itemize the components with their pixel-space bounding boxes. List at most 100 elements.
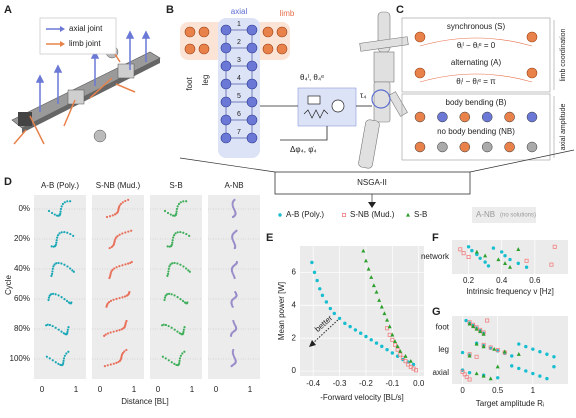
axial-node	[246, 42, 258, 54]
trajectory-dot	[113, 213, 117, 216]
trajectory-dot	[123, 350, 126, 353]
trajectory-dot	[162, 323, 165, 326]
axial-node	[220, 114, 232, 126]
point	[488, 376, 493, 381]
trajectory-dot	[167, 292, 171, 295]
x-tick-label: 1	[74, 385, 79, 394]
y-tick-label: foot	[436, 322, 450, 331]
point	[474, 249, 479, 254]
trajectory-dot	[70, 301, 73, 304]
side-label: axial amplitude	[560, 104, 567, 151]
robot-illustration	[11, 17, 161, 145]
cell-background	[34, 195, 86, 379]
x-tick-label: 0.6	[529, 276, 541, 285]
y-tick-label: network	[421, 252, 450, 261]
trajectory-dot	[46, 323, 49, 326]
trajectory-dot	[169, 263, 172, 266]
point	[380, 344, 384, 349]
trajectory-dot	[182, 200, 185, 203]
axial-node	[220, 24, 232, 36]
node	[481, 111, 493, 123]
limb-node	[414, 31, 426, 43]
trajectory-dot	[183, 326, 186, 329]
trajectory-dot	[57, 294, 60, 297]
node	[414, 111, 426, 123]
axial-node	[246, 78, 258, 90]
trajectory-dot	[108, 215, 112, 218]
point	[390, 351, 395, 355]
trajectory-dot	[55, 214, 59, 217]
trajectory-dot	[185, 200, 188, 203]
trajectory-dot	[176, 296, 179, 299]
axial-node	[246, 132, 258, 144]
point	[374, 341, 379, 345]
trajectory-dot	[62, 357, 66, 360]
x-tick-label: 0	[156, 385, 161, 394]
trajectory-dot	[65, 299, 69, 303]
trajectory-dot	[51, 270, 54, 273]
trajectory-dot	[234, 290, 237, 294]
trajectory-dot	[51, 292, 55, 295]
trajectory-dot	[232, 348, 235, 352]
segment-number: 6	[237, 111, 241, 118]
trajectory-dot	[173, 261, 176, 265]
point	[466, 245, 471, 249]
trajectory-dot	[106, 364, 109, 367]
trajectory-dot	[57, 261, 60, 265]
point	[485, 318, 490, 323]
trajectory-dot	[51, 267, 54, 270]
point	[478, 256, 482, 260]
trajectory-dot	[121, 296, 124, 299]
point	[474, 326, 479, 331]
trajectory-dot	[53, 263, 56, 266]
point	[460, 369, 465, 374]
point	[343, 321, 347, 326]
node	[437, 111, 448, 123]
trajectory-dot	[167, 324, 170, 328]
y-tick-label: 6	[292, 267, 297, 276]
point	[517, 366, 521, 371]
x-tick-label: 0.5	[492, 386, 504, 395]
trajectory-dot	[118, 265, 121, 268]
point	[496, 257, 501, 262]
trajectory-dot	[54, 243, 58, 246]
legend-label: A-B (Poly.)	[286, 210, 324, 219]
limb-node	[184, 26, 196, 38]
trajectory-dot	[128, 290, 131, 294]
equation: θᵢˡ − θᵢᵉ = 0	[457, 41, 496, 50]
point	[481, 373, 486, 378]
trajectory-dot	[115, 329, 118, 332]
trajectory-dot	[59, 207, 63, 211]
trajectory-dot	[66, 330, 69, 333]
x-tick-label: 0	[98, 385, 103, 394]
trajectory-dot	[176, 262, 179, 265]
trajectory-dot	[166, 211, 170, 215]
trajectory-dot	[54, 293, 57, 296]
point	[545, 376, 549, 381]
segment-number: 4	[237, 75, 241, 82]
trajectory-dot	[45, 355, 48, 358]
point	[374, 289, 379, 294]
legend-label: A-NB	[476, 210, 495, 219]
limb-node	[262, 43, 274, 55]
trajectory-dot	[62, 332, 65, 335]
point	[510, 364, 514, 368]
segment-number: 3	[237, 57, 241, 64]
limb-node	[276, 26, 288, 38]
point	[318, 287, 322, 291]
trajectory-dot	[69, 232, 72, 236]
point	[353, 328, 358, 332]
point	[486, 264, 491, 268]
trajectory-dot	[179, 298, 182, 301]
point	[361, 248, 366, 253]
axial-node	[220, 42, 232, 54]
annotation-arrow	[311, 317, 341, 345]
trajectory-dot	[167, 359, 170, 362]
trajectory-dot	[232, 321, 235, 324]
trajectory-dot	[178, 332, 181, 335]
trajectory-dot	[57, 362, 60, 365]
trajectory-dot	[232, 207, 235, 211]
trajectory-dot	[161, 355, 164, 358]
x-tick-label: 0	[214, 385, 219, 394]
